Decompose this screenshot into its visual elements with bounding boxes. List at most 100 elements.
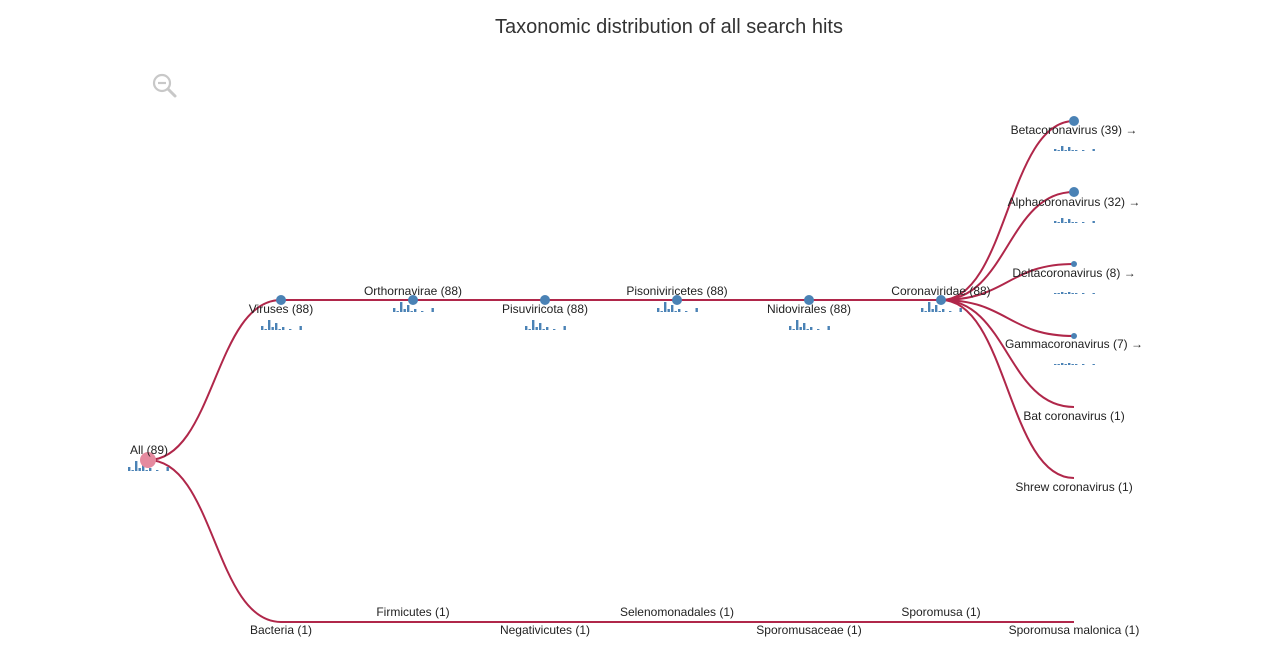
- histogram-bar: [264, 329, 267, 330]
- node-label[interactable]: Viruses (88): [249, 302, 313, 316]
- histogram-bar: [803, 323, 806, 330]
- node-label[interactable]: Sporomusaceae (1): [756, 623, 861, 637]
- node-label[interactable]: Alphacoronavirus (32) →: [1008, 195, 1141, 209]
- histogram-bar: [931, 309, 934, 312]
- histogram-bar: [1082, 293, 1085, 294]
- histogram-bar: [414, 309, 417, 312]
- mini-histogram: [657, 302, 698, 312]
- histogram-bar: [532, 320, 535, 330]
- node-label[interactable]: All (89): [130, 443, 168, 457]
- histogram-bar: [671, 305, 674, 312]
- mini-histogram: [261, 320, 302, 330]
- node-label[interactable]: Bacteria (1): [250, 623, 312, 637]
- tree-node-nidovirales[interactable]: Nidovirales (88): [767, 295, 851, 330]
- histogram-bar: [1061, 146, 1064, 151]
- tree-link: [940, 120, 1075, 301]
- histogram-bar: [1092, 364, 1095, 365]
- tree-node-firmicutes[interactable]: Firmicutes (1): [376, 605, 449, 619]
- node-label[interactable]: Orthornavirae (88): [364, 284, 462, 298]
- links-layer: [147, 120, 1075, 624]
- histogram-bar: [282, 327, 285, 330]
- tree-node-viruses[interactable]: Viruses (88): [249, 295, 313, 330]
- histogram-bar: [1068, 219, 1071, 223]
- node-label[interactable]: Firmicutes (1): [376, 605, 449, 619]
- node-label[interactable]: Sporomusa malonica (1): [1009, 623, 1140, 637]
- node-label[interactable]: Deltacoronavirus (8) →: [1012, 266, 1135, 280]
- histogram-bar: [949, 311, 952, 312]
- tree-node-bat-coronavirus[interactable]: Bat coronavirus (1): [1023, 409, 1124, 423]
- zoom-out-icon[interactable]: [152, 73, 178, 99]
- tree-node-shrew-coronavirus[interactable]: Shrew coronavirus (1): [1015, 480, 1132, 494]
- histogram-bar: [135, 461, 138, 471]
- tree-node-sporomusa-malonica[interactable]: Sporomusa malonica (1): [1009, 623, 1140, 637]
- node-marker[interactable]: [672, 295, 682, 305]
- node-marker[interactable]: [936, 295, 946, 305]
- tree-node-alphacoronavirus[interactable]: Alphacoronavirus (32) →: [1008, 187, 1141, 223]
- histogram-bar: [539, 323, 542, 330]
- histogram-bar: [1064, 222, 1067, 223]
- histogram-bar: [1057, 222, 1060, 223]
- histogram-bar: [142, 464, 145, 471]
- node-marker[interactable]: [1071, 333, 1077, 339]
- histogram-bar: [959, 308, 962, 312]
- histogram-bar: [1057, 293, 1060, 294]
- node-label[interactable]: Betacoronavirus (39) →: [1011, 123, 1138, 137]
- node-label[interactable]: Coronaviridae (88): [891, 284, 990, 298]
- node-label[interactable]: Sporomusa (1): [901, 605, 980, 619]
- tree-node-selenomonadales[interactable]: Selenomonadales (1): [620, 605, 734, 619]
- node-label[interactable]: Negativicutes (1): [500, 623, 590, 637]
- node-label[interactable]: Bat coronavirus (1): [1023, 409, 1124, 423]
- histogram-bar: [1082, 364, 1085, 365]
- histogram-bar: [1064, 364, 1067, 365]
- tree-node-gammacoronavirus[interactable]: Gammacoronavirus (7) →: [1005, 333, 1143, 365]
- tree-node-sporomusa[interactable]: Sporomusa (1): [901, 605, 980, 619]
- node-marker[interactable]: [804, 295, 814, 305]
- node-label[interactable]: Pisuviricota (88): [502, 302, 588, 316]
- node-marker[interactable]: [140, 452, 156, 468]
- histogram-bar: [128, 467, 131, 471]
- histogram-bar: [1054, 221, 1057, 223]
- histogram-bar: [407, 305, 410, 312]
- tree-node-coronaviridae[interactable]: Coronaviridae (88): [891, 284, 991, 312]
- tree-node-bacteria[interactable]: Bacteria (1): [250, 623, 312, 637]
- node-label[interactable]: Gammacoronavirus (7) →: [1005, 337, 1143, 351]
- node-marker[interactable]: [408, 295, 418, 305]
- histogram-bar: [535, 327, 538, 330]
- histogram-bar: [1082, 222, 1085, 223]
- tree-node-pisoniviricetes[interactable]: Pisoniviricetes (88): [626, 284, 728, 312]
- histogram-bar: [1071, 364, 1074, 365]
- tree-node-orthornavirae[interactable]: Orthornavirae (88): [364, 284, 462, 312]
- histogram-bar: [1061, 292, 1064, 294]
- mini-histogram: [921, 302, 962, 312]
- histogram-bar: [156, 470, 159, 471]
- tree-node-deltacoronavirus[interactable]: Deltacoronavirus (8) →: [1012, 261, 1136, 294]
- histogram-bar: [806, 329, 809, 330]
- node-label[interactable]: Pisoniviricetes (88): [626, 284, 727, 298]
- mini-histogram: [1054, 363, 1095, 365]
- tree-node-all[interactable]: All (89): [128, 443, 169, 471]
- node-marker[interactable]: [1069, 187, 1079, 197]
- histogram-bar: [667, 309, 670, 312]
- node-label[interactable]: Shrew coronavirus (1): [1015, 480, 1132, 494]
- histogram-bar: [410, 311, 413, 312]
- node-label[interactable]: Nidovirales (88): [767, 302, 851, 316]
- tree-node-sporomusaceae[interactable]: Sporomusaceae (1): [756, 623, 861, 637]
- mini-histogram: [393, 302, 434, 312]
- mini-histogram: [1054, 292, 1095, 294]
- node-marker[interactable]: [540, 295, 550, 305]
- tree-link: [940, 299, 1075, 479]
- histogram-bar: [275, 323, 278, 330]
- histogram-bar: [1071, 222, 1074, 223]
- node-marker[interactable]: [276, 295, 286, 305]
- histogram-bar: [657, 308, 660, 312]
- histogram-bar: [1075, 222, 1078, 223]
- histogram-bar: [924, 311, 927, 312]
- tree-node-negativicutes[interactable]: Negativicutes (1): [500, 623, 590, 637]
- node-label[interactable]: Selenomonadales (1): [620, 605, 734, 619]
- node-marker[interactable]: [1069, 116, 1079, 126]
- tree-node-pisuviricota[interactable]: Pisuviricota (88): [502, 295, 588, 330]
- tree-node-betacoronavirus[interactable]: Betacoronavirus (39) →: [1011, 116, 1138, 151]
- node-marker[interactable]: [1071, 261, 1077, 267]
- histogram-bar: [1054, 149, 1057, 151]
- histogram-bar: [799, 327, 802, 330]
